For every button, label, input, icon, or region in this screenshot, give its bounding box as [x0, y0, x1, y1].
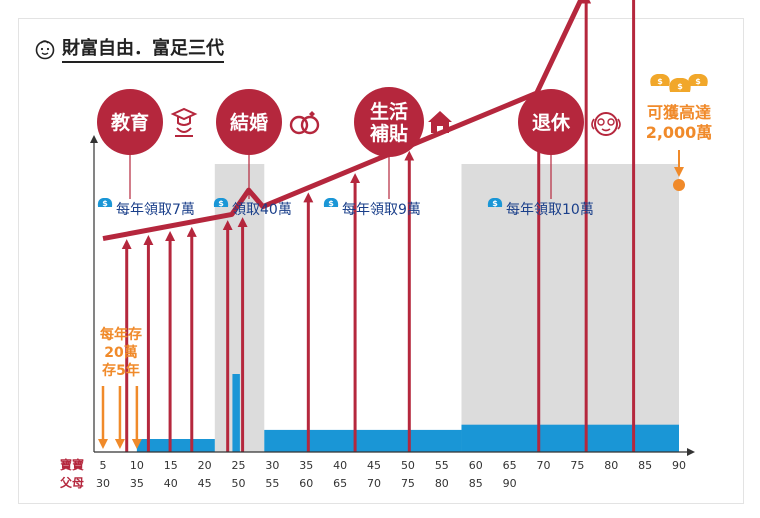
graduate-icon — [170, 107, 198, 137]
parent-age-label: 父母 — [59, 476, 84, 490]
money-bag-icon: $ $ $ — [650, 74, 708, 92]
child-tick: 55 — [435, 459, 449, 472]
svg-text:$: $ — [102, 199, 108, 208]
blue-bar-1 — [232, 374, 240, 452]
parent-tick: 80 — [435, 477, 449, 490]
wealth-line — [102, 0, 584, 242]
deposit-note: 每年存 20萬 存5年 — [100, 326, 142, 379]
gray-period-1 — [461, 164, 679, 452]
house-icon — [428, 111, 452, 133]
final-point — [673, 179, 685, 191]
final-line-1: 可獲高達 — [647, 103, 711, 122]
parent-tick: 65 — [333, 477, 347, 490]
deposit-line-3: 存5年 — [102, 362, 140, 379]
child-tick: 45 — [367, 459, 381, 472]
parent-tick: 40 — [164, 477, 178, 490]
child-tick: 20 — [198, 459, 212, 472]
phase-note: 每年領取9萬 — [342, 201, 421, 218]
parent-tick: 35 — [130, 477, 144, 490]
page-title: 財富自由．富足三代 — [34, 34, 224, 63]
blue-bar-2 — [264, 429, 462, 452]
phase-label: 結婚 — [230, 111, 268, 134]
phase-1: 結婚 $ 領取40萬 — [213, 89, 320, 218]
phase-circle — [354, 87, 424, 157]
phase-label: 生活 — [370, 100, 408, 123]
chart-frame — [18, 18, 744, 504]
parent-tick: 70 — [367, 477, 381, 490]
phase-0: 教育 $ 每年領取7萬 — [97, 89, 198, 218]
final-amount: $ $ $ 可獲高達 2,000萬 — [646, 74, 713, 191]
svg-text:$: $ — [492, 199, 498, 208]
svg-text:$: $ — [218, 199, 224, 208]
child-tick: 90 — [672, 459, 686, 472]
child-tick: 85 — [638, 459, 652, 472]
child-tick: 50 — [401, 459, 415, 472]
svg-text:$: $ — [328, 199, 334, 208]
old-man-icon — [591, 112, 621, 136]
child-tick: 25 — [232, 459, 246, 472]
child-tick: 80 — [604, 459, 618, 472]
phase-note: 每年領取7萬 — [116, 201, 195, 218]
phase-note: 每年領取10萬 — [506, 201, 594, 218]
child-age-label: 寶寶 — [60, 457, 84, 472]
money-bag-icon — [487, 198, 503, 207]
phase-label: 教育 — [111, 111, 149, 134]
deposit-line-2: 20萬 — [104, 344, 137, 361]
parent-tick: 30 — [96, 477, 110, 490]
parent-tick: 85 — [469, 477, 483, 490]
phase-3: 退休 $ 每年領取10萬 — [487, 89, 621, 218]
deposit-line-1: 每年存 — [100, 326, 142, 343]
child-tick: 15 — [164, 459, 178, 472]
baby-face-icon — [35, 39, 55, 59]
phase-note: 領取40萬 — [232, 201, 292, 218]
child-tick: 35 — [299, 459, 313, 472]
title-text: 財富自由．富足三代 — [62, 34, 224, 63]
parent-tick: 45 — [198, 477, 212, 490]
phase-label: 退休 — [532, 112, 571, 134]
rings-icon — [289, 111, 320, 135]
parent-tick: 75 — [401, 477, 415, 490]
money-bag-icon — [213, 198, 229, 207]
parent-tick: 55 — [265, 477, 279, 490]
child-tick: 70 — [536, 459, 550, 472]
phase-circle — [216, 89, 282, 155]
child-tick: 5 — [100, 459, 107, 472]
child-tick: 10 — [130, 459, 144, 472]
child-tick: 75 — [570, 459, 584, 472]
parent-tick: 60 — [299, 477, 313, 490]
parent-tick: 50 — [232, 477, 246, 490]
svg-text:$: $ — [657, 77, 663, 86]
phase-circle — [97, 89, 163, 155]
money-bag-icon — [97, 198, 113, 207]
blue-bar-0 — [136, 439, 215, 452]
child-tick: 30 — [265, 459, 279, 472]
phase-label: 補貼 — [369, 122, 408, 145]
money-bag-icon — [323, 198, 339, 207]
child-tick: 60 — [469, 459, 483, 472]
child-tick: 40 — [333, 459, 347, 472]
final-line-2: 2,000萬 — [646, 123, 713, 142]
child-tick: 65 — [503, 459, 517, 472]
svg-text:$: $ — [677, 82, 683, 91]
blue-bar-3 — [461, 424, 679, 452]
svg-text:$: $ — [695, 77, 701, 86]
parent-tick: 90 — [503, 477, 517, 490]
phase-circle — [518, 89, 584, 155]
